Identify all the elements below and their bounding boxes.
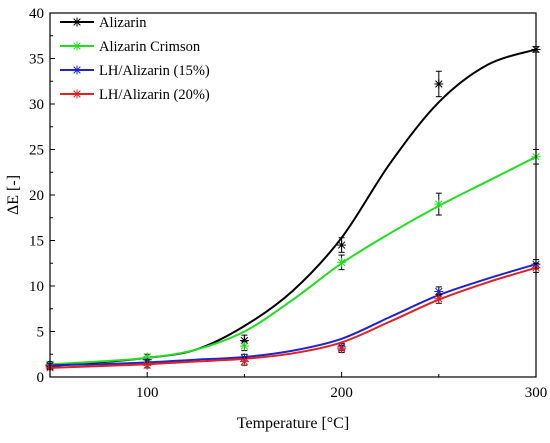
y-tick-label: 25 <box>29 143 44 159</box>
data-point <box>142 360 152 370</box>
data-point <box>434 294 444 304</box>
x-tick-label: 100 <box>136 385 159 401</box>
data-point <box>337 257 347 267</box>
series-line <box>49 263 537 367</box>
legend-item: Alizarin Crimson <box>60 39 201 55</box>
legend-label: LH/Alizarin (20%) <box>99 87 210 103</box>
y-tick-label: 0 <box>37 370 45 386</box>
legend-label: Alizarin <box>99 15 147 31</box>
axis-ticks: 0 5 10 15 20 25 30 35 40 100 200 300 <box>29 6 547 401</box>
x-tick-label: 300 <box>525 385 548 401</box>
data-point <box>337 344 347 354</box>
y-tick-label: 15 <box>29 234 44 250</box>
y-tick-label: 20 <box>29 188 44 204</box>
y-tick-label: 10 <box>29 279 44 295</box>
data-point <box>434 199 444 209</box>
y-tick-label: 35 <box>29 52 44 68</box>
legend-marker <box>72 17 82 27</box>
x-tick-label: 200 <box>330 385 353 401</box>
legend-marker <box>72 65 82 75</box>
legend-marker <box>72 41 82 51</box>
legend: Alizarin Alizarin Crimson LH/Alizarin (15%… <box>60 15 210 103</box>
series-line <box>49 266 537 369</box>
series-1 <box>45 149 541 369</box>
x-axis-label: Temperature [°C] <box>237 415 349 432</box>
legend-item: LH/Alizarin (20%) <box>60 87 210 103</box>
plot-area <box>45 44 541 373</box>
legend-item: Alizarin <box>60 15 147 31</box>
legend-label: LH/Alizarin (15%) <box>99 63 210 79</box>
y-tick-label: 40 <box>29 6 44 22</box>
data-point <box>337 240 347 250</box>
y-tick-label: 30 <box>29 97 44 113</box>
legend-item: LH/Alizarin (15%) <box>60 63 210 79</box>
y-axis-label: ΔE [-] <box>5 175 22 215</box>
data-point <box>239 336 249 346</box>
data-point <box>239 357 249 367</box>
series-3 <box>45 262 541 373</box>
legend-marker <box>72 89 82 99</box>
y-tick-label: 5 <box>37 325 45 341</box>
data-point <box>239 341 249 351</box>
data-point <box>434 79 444 89</box>
series-line <box>49 155 537 366</box>
legend-label: Alizarin Crimson <box>99 39 201 55</box>
